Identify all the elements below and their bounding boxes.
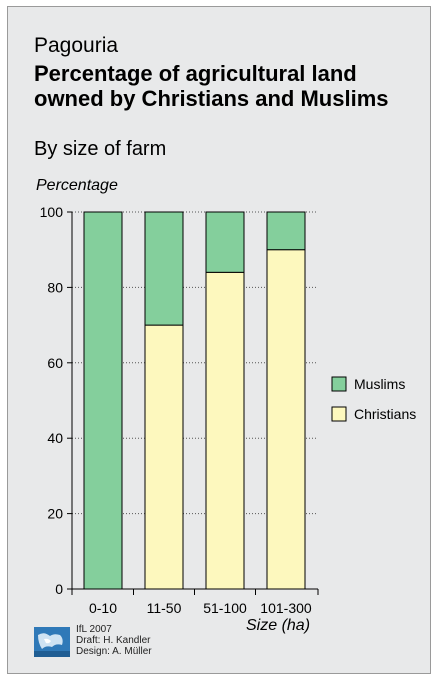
ifl-logo-icon (34, 627, 70, 657)
bar-muslims-51-100 (205, 211, 245, 273)
credits: IfL 2007 Draft: H. Kandler Design: A. Mü… (76, 624, 152, 657)
y-tick-label: 80 (47, 279, 63, 295)
legend-label-christians: Christians (354, 406, 416, 422)
x-tick-label: 11-50 (147, 600, 182, 616)
credit-line-1: IfL 2007 (76, 624, 112, 635)
y-tick-label: 0 (55, 581, 63, 597)
credit-line-2: Draft: H. Kandler (76, 635, 151, 646)
credit-line-3: Design: A. Müller (76, 646, 152, 657)
bar-muslims-11-50 (144, 211, 184, 326)
y-tick-label: 20 (47, 506, 63, 522)
chart-supertitle: Pagouria (34, 34, 119, 57)
legend-label-muslims: Muslims (354, 376, 405, 392)
chart-subtitle: By size of farm (34, 138, 167, 160)
stacked-bar-chart: 0 20 40 60 80 100 0-10 11-50 51-100 101-300 Muslim… (40, 204, 417, 616)
x-axis-label: Size (ha) (246, 617, 311, 634)
legend-swatch-christians (331, 406, 347, 422)
bar-christians-11-50 (144, 324, 184, 590)
chart-card: Pagouria Percentage of agricultural land… (7, 6, 431, 674)
y-axis-label: Percentage (36, 177, 118, 194)
x-tick-label: 101-300 (260, 600, 312, 616)
chart-title: Percentage of agricultural land owned by… (34, 61, 389, 111)
y-tick-label: 60 (47, 355, 63, 371)
y-tick-label: 40 (47, 430, 63, 446)
bar-christians-51-100 (205, 271, 245, 590)
x-tick-label: 51-100 (203, 600, 247, 616)
y-tick-label: 100 (40, 204, 64, 220)
x-tick-label: 0-10 (89, 600, 117, 616)
bar-christians-101-300 (266, 249, 306, 590)
bar-muslims-0-10 (83, 211, 123, 590)
legend-swatch-muslims (331, 376, 347, 392)
bar-muslims-101-300 (266, 211, 306, 251)
